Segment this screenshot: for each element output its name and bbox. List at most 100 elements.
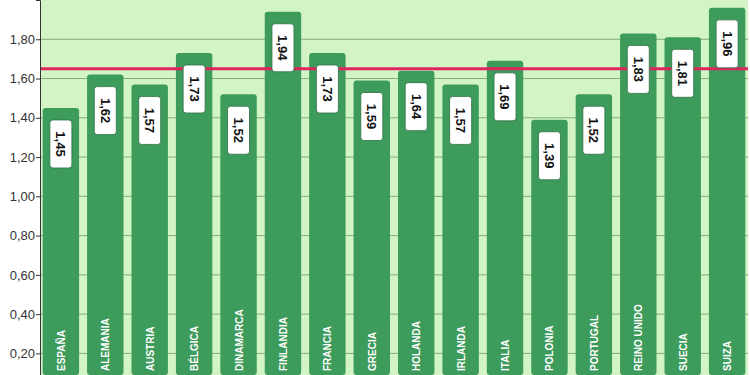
category-label: HOLANDA	[411, 321, 422, 371]
data-label-text: 1,45	[53, 131, 68, 156]
plot-background	[40, 0, 748, 375]
category-label: ITALIA	[500, 340, 511, 371]
data-label-box	[538, 132, 560, 180]
bar	[531, 120, 567, 375]
category-label: ESPAÑA	[55, 330, 67, 371]
tick: 1,80	[10, 32, 40, 47]
data-label-text: 1,59	[364, 104, 379, 129]
data-label-text: 1,62	[98, 98, 113, 123]
tick-mark	[36, 314, 40, 315]
category-label: FINLANDIA	[278, 317, 289, 371]
tick-mark	[36, 236, 40, 237]
data-labels: 1,45 1,62 1,57 1,73 1,52 1,94 1,73 1,59 1,64 1,57…	[50, 20, 738, 180]
category-label: FRANCIA	[322, 326, 333, 371]
data-label-box	[716, 20, 738, 68]
plot-area	[40, 8, 748, 375]
tick: 0,60	[10, 268, 40, 283]
data-label: 1,73	[183, 65, 205, 113]
data-label-text: 1,96	[720, 31, 735, 56]
data-label-text: 1,57	[142, 108, 157, 133]
tick-label: 1,40	[10, 110, 35, 125]
data-label: 1,39	[538, 132, 560, 180]
bar	[309, 53, 345, 375]
tick: 0,20	[10, 346, 40, 361]
data-label: 1,94	[272, 24, 294, 72]
data-label-box	[361, 92, 383, 140]
category-label: AUSTRIA	[145, 327, 156, 371]
y-axis: 0,20 0,40 0,60 0,80 1,00 1,20 1,40 1,60 1,80	[10, 1, 41, 375]
tick-mark	[36, 275, 40, 276]
data-label-text: 1,94	[275, 35, 290, 61]
data-label: 1,45	[50, 120, 72, 168]
data-label-box	[672, 49, 694, 97]
tick-label: 1,60	[10, 71, 35, 86]
category-label: GRECIA	[367, 332, 378, 371]
x-axis: ESPAÑA ALEMANIA AUSTRIA BÉLGICA DINAMARCA FIN…	[55, 304, 733, 371]
data-label-box	[494, 73, 516, 121]
bar	[43, 108, 79, 375]
bar	[131, 84, 167, 375]
data-label-box	[405, 83, 427, 131]
bar	[664, 37, 700, 375]
tick-label: 0,80	[10, 228, 35, 243]
tick-mark	[36, 157, 40, 158]
bar	[176, 53, 212, 375]
bar	[398, 71, 434, 375]
data-label: 1,52	[583, 106, 605, 154]
data-label: 1,81	[672, 49, 694, 97]
chart: 0,20 0,40 0,60 0,80 1,00 1,20 1,40 1,60 1,80 1,45…	[0, 0, 750, 375]
data-label: 1,59	[361, 92, 383, 140]
data-label: 1,96	[716, 20, 738, 68]
data-label: 1,62	[94, 87, 116, 135]
tick: 1,60	[10, 71, 40, 86]
data-label-box	[272, 24, 294, 72]
tick: 1,40	[10, 110, 40, 125]
tick-mark	[36, 353, 40, 354]
data-label: 1,64	[405, 83, 427, 131]
bar	[620, 33, 656, 375]
tick-label: 1,20	[10, 150, 35, 165]
data-label-text: 1,73	[320, 76, 335, 101]
data-label-text: 1,64	[409, 94, 424, 120]
tick-label: 1,80	[10, 32, 35, 47]
tick-mark	[36, 39, 40, 40]
data-label: 1,57	[139, 96, 161, 144]
category-label: REINO UNIDO	[633, 304, 644, 371]
data-label-box	[316, 65, 338, 113]
category-label: BÉLGICA	[188, 326, 200, 371]
data-label-text: 1,81	[675, 61, 690, 86]
data-label-box	[228, 106, 250, 154]
category-label: IRLANDA	[456, 326, 467, 371]
category-label: PORTUGAL	[589, 315, 600, 371]
tick-mark	[36, 196, 40, 197]
bar	[487, 61, 523, 375]
category-label: ALEMANIA	[100, 318, 111, 371]
data-label-box	[627, 45, 649, 93]
tick: 1,00	[10, 189, 40, 204]
data-label-box	[450, 96, 472, 144]
category-label: SUIZA	[722, 341, 733, 371]
data-label-text: 1,52	[586, 118, 601, 143]
category-label: DINAMARCA	[234, 309, 245, 371]
data-label-text: 1,39	[542, 143, 557, 168]
data-label-text: 1,83	[631, 57, 646, 82]
data-label: 1,69	[494, 73, 516, 121]
axis-line	[36, 1, 41, 375]
tick-label: 0,60	[10, 268, 35, 283]
tick-label: 0,40	[10, 307, 35, 322]
tick-mark	[36, 79, 40, 80]
category-label: SUECIA	[678, 333, 689, 371]
bar	[576, 94, 612, 375]
data-label-text: 1,52	[231, 118, 246, 143]
tick-label: 0,20	[10, 346, 35, 361]
bar	[87, 75, 123, 375]
data-label-box	[583, 106, 605, 154]
bar	[220, 94, 256, 375]
data-label-box	[94, 87, 116, 135]
tick: 1,20	[10, 150, 40, 165]
category-label: POLONIA	[544, 325, 555, 371]
tick-label: 1,00	[10, 189, 35, 204]
tick: 0,40	[10, 307, 40, 322]
data-label-text: 1,57	[453, 108, 468, 133]
data-label: 1,52	[228, 106, 250, 154]
